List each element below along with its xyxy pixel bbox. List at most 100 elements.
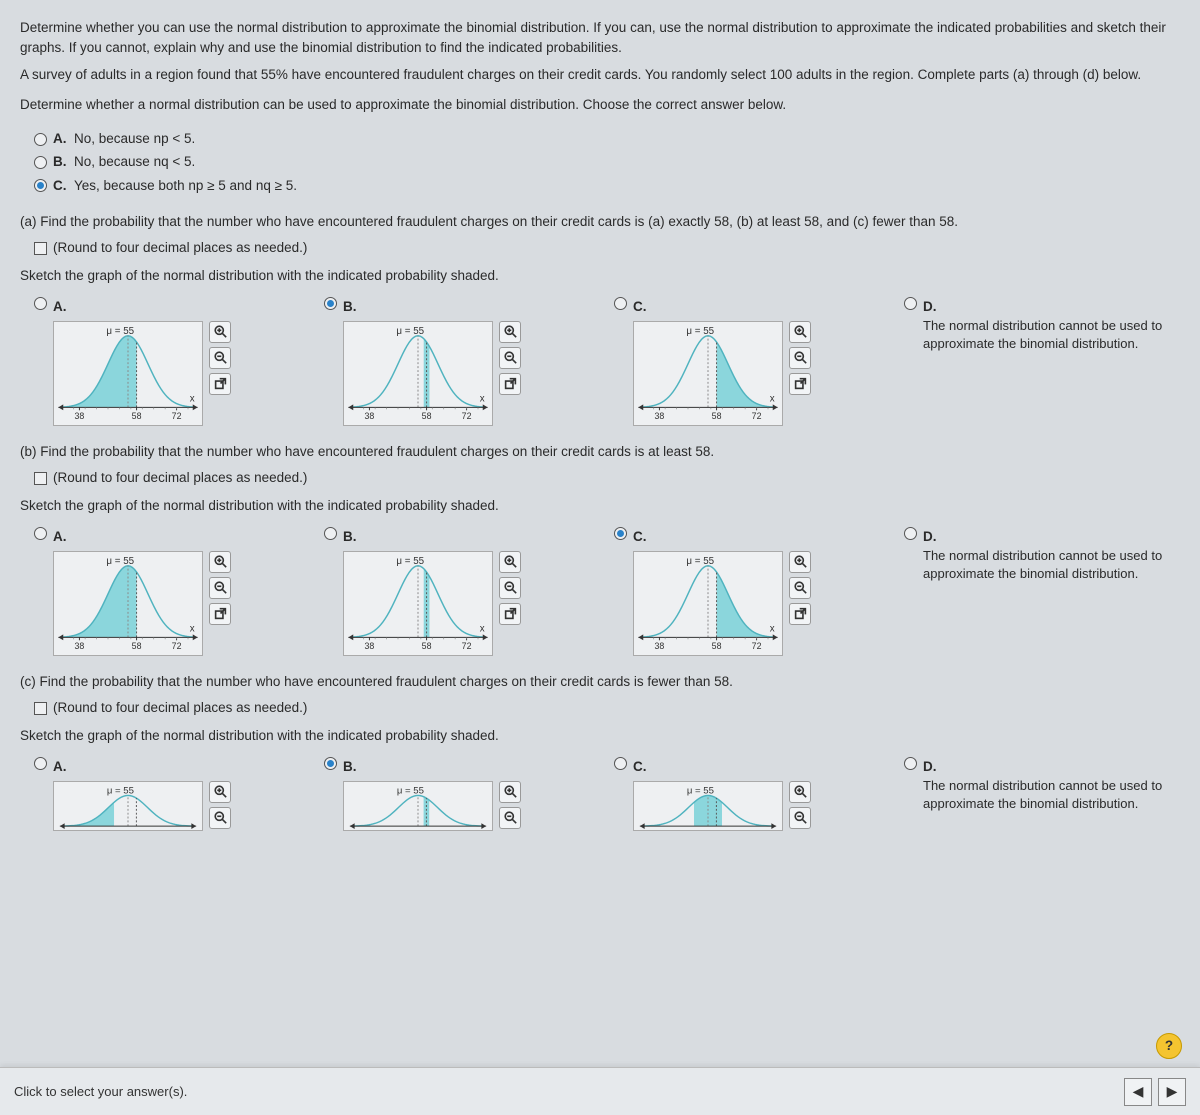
- graph-option-a[interactable]: A. 385872 μ = 55x: [34, 297, 324, 426]
- radio-b[interactable]: [324, 757, 337, 770]
- zoom-out-icon[interactable]: [789, 347, 811, 369]
- radio-b[interactable]: [34, 156, 47, 169]
- graph-thumb[interactable]: 385872 μ = 55x: [633, 321, 783, 426]
- radio-c[interactable]: [34, 179, 47, 192]
- zoom-out-icon[interactable]: [499, 577, 521, 599]
- graph-thumb[interactable]: 385872 μ = 55x: [343, 551, 493, 656]
- graph-thumb[interactable]: 385872 μ = 55x: [633, 551, 783, 656]
- graph-option-d[interactable]: D. The normal distribution cannot be use…: [904, 297, 1194, 354]
- part-a-options: A. 385872 μ = 55x B.: [34, 297, 1180, 426]
- svg-text:58: 58: [422, 641, 432, 651]
- popout-icon[interactable]: [209, 373, 231, 395]
- zoom-out-icon[interactable]: [499, 347, 521, 369]
- option-letter: D.: [923, 757, 1193, 777]
- top-mc-group: A. No, because np < 5. B. No, because nq…: [34, 129, 1180, 196]
- popout-icon[interactable]: [789, 373, 811, 395]
- radio-a[interactable]: [34, 527, 47, 540]
- radio-c[interactable]: [614, 297, 627, 310]
- zoom-out-icon[interactable]: [789, 807, 811, 829]
- graph-thumb[interactable]: 385872 μ = 55x: [53, 321, 203, 426]
- graph-thumb[interactable]: μ = 55: [343, 781, 493, 831]
- graph-option-b[interactable]: B. μ = 55: [324, 757, 614, 831]
- graph-option-c[interactable]: C. 385872 μ = 55x: [614, 527, 904, 656]
- zoom-in-icon[interactable]: [789, 321, 811, 343]
- radio-a[interactable]: [34, 757, 47, 770]
- radio-d[interactable]: [904, 527, 917, 540]
- svg-text:μ = 55: μ = 55: [396, 326, 424, 337]
- graph-option-a[interactable]: A. 385872 μ = 55x: [34, 527, 324, 656]
- part-a-sketch: Sketch the graph of the normal distribut…: [20, 266, 1180, 286]
- option-letter: C.: [633, 757, 811, 777]
- part-b-prompt: (b) Find the probability that the number…: [20, 442, 1180, 462]
- graph-option-b[interactable]: B. 385872 μ = 55x: [324, 297, 614, 426]
- zoom-in-icon[interactable]: [789, 551, 811, 573]
- option-letter: D.: [923, 297, 1193, 317]
- next-button[interactable]: ▶: [1158, 1078, 1186, 1106]
- mc-option-b[interactable]: B. No, because nq < 5.: [34, 152, 1180, 172]
- graph-thumb[interactable]: μ = 55: [633, 781, 783, 831]
- problem-intro: Determine whether you can use the normal…: [20, 18, 1180, 115]
- graph-thumb[interactable]: 385872 μ = 55x: [343, 321, 493, 426]
- zoom-in-icon[interactable]: [209, 551, 231, 573]
- checkbox-icon[interactable]: [34, 472, 47, 485]
- intro-p3: Determine whether a normal distribution …: [20, 95, 1180, 115]
- svg-text:μ = 55: μ = 55: [106, 556, 134, 567]
- graph-thumb[interactable]: 385872 μ = 55x: [53, 551, 203, 656]
- part-a-checkbox-row[interactable]: (Round to four decimal places as needed.…: [34, 238, 1180, 258]
- radio-d[interactable]: [904, 297, 917, 310]
- radio-b[interactable]: [324, 527, 337, 540]
- prev-button[interactable]: ◀: [1124, 1078, 1152, 1106]
- radio-b[interactable]: [324, 297, 337, 310]
- graph-option-a[interactable]: A. μ = 55: [34, 757, 324, 831]
- zoom-out-icon[interactable]: [209, 577, 231, 599]
- popout-icon[interactable]: [499, 603, 521, 625]
- zoom-in-icon[interactable]: [209, 781, 231, 803]
- graph-option-d[interactable]: D. The normal distribution cannot be use…: [904, 757, 1194, 814]
- part-c-options: A. μ = 55 B.: [34, 757, 1180, 831]
- part-c-checkbox-row[interactable]: (Round to four decimal places as needed.…: [34, 698, 1180, 718]
- zoom-out-icon[interactable]: [789, 577, 811, 599]
- zoom-in-icon[interactable]: [499, 551, 521, 573]
- graph-option-d[interactable]: D. The normal distribution cannot be use…: [904, 527, 1194, 584]
- radio-a[interactable]: [34, 297, 47, 310]
- svg-text:58: 58: [712, 411, 722, 421]
- part-b-sketch: Sketch the graph of the normal distribut…: [20, 496, 1180, 516]
- graph-option-c[interactable]: C. 385872 μ = 55x: [614, 297, 904, 426]
- graph-option-c[interactable]: C. μ = 55: [614, 757, 904, 831]
- zoom-out-icon[interactable]: [499, 807, 521, 829]
- part-b-checkbox-row[interactable]: (Round to four decimal places as needed.…: [34, 468, 1180, 488]
- mc-option-a[interactable]: A. No, because np < 5.: [34, 129, 1180, 149]
- graph-thumb[interactable]: μ = 55: [53, 781, 203, 831]
- svg-text:μ = 55: μ = 55: [687, 785, 714, 796]
- zoom-in-icon[interactable]: [499, 321, 521, 343]
- svg-text:x: x: [190, 623, 195, 634]
- part-a-round: (Round to four decimal places as needed.…: [53, 238, 307, 258]
- radio-c[interactable]: [614, 527, 627, 540]
- svg-text:38: 38: [365, 411, 375, 421]
- popout-icon[interactable]: [209, 603, 231, 625]
- zoom-out-icon[interactable]: [209, 807, 231, 829]
- option-letter: C.: [633, 527, 811, 547]
- graph-option-b[interactable]: B. 385872 μ = 55x: [324, 527, 614, 656]
- svg-text:μ = 55: μ = 55: [107, 785, 134, 796]
- option-d-text: The normal distribution cannot be used t…: [923, 547, 1193, 583]
- mc-option-c[interactable]: C. Yes, because both np ≥ 5 and nq ≥ 5.: [34, 176, 1180, 196]
- svg-text:μ = 55: μ = 55: [686, 326, 714, 337]
- checkbox-icon[interactable]: [34, 702, 47, 715]
- option-letter: D.: [923, 527, 1193, 547]
- checkbox-icon[interactable]: [34, 242, 47, 255]
- part-c-round: (Round to four decimal places as needed.…: [53, 698, 307, 718]
- zoom-out-icon[interactable]: [209, 347, 231, 369]
- radio-d[interactable]: [904, 757, 917, 770]
- zoom-in-icon[interactable]: [789, 781, 811, 803]
- radio-a[interactable]: [34, 133, 47, 146]
- svg-text:58: 58: [132, 641, 142, 651]
- help-button[interactable]: ?: [1156, 1033, 1182, 1059]
- popout-icon[interactable]: [789, 603, 811, 625]
- radio-c[interactable]: [614, 757, 627, 770]
- popout-icon[interactable]: [499, 373, 521, 395]
- svg-text:x: x: [480, 623, 485, 634]
- zoom-in-icon[interactable]: [499, 781, 521, 803]
- zoom-in-icon[interactable]: [209, 321, 231, 343]
- intro-p2: A survey of adults in a region found tha…: [20, 65, 1180, 85]
